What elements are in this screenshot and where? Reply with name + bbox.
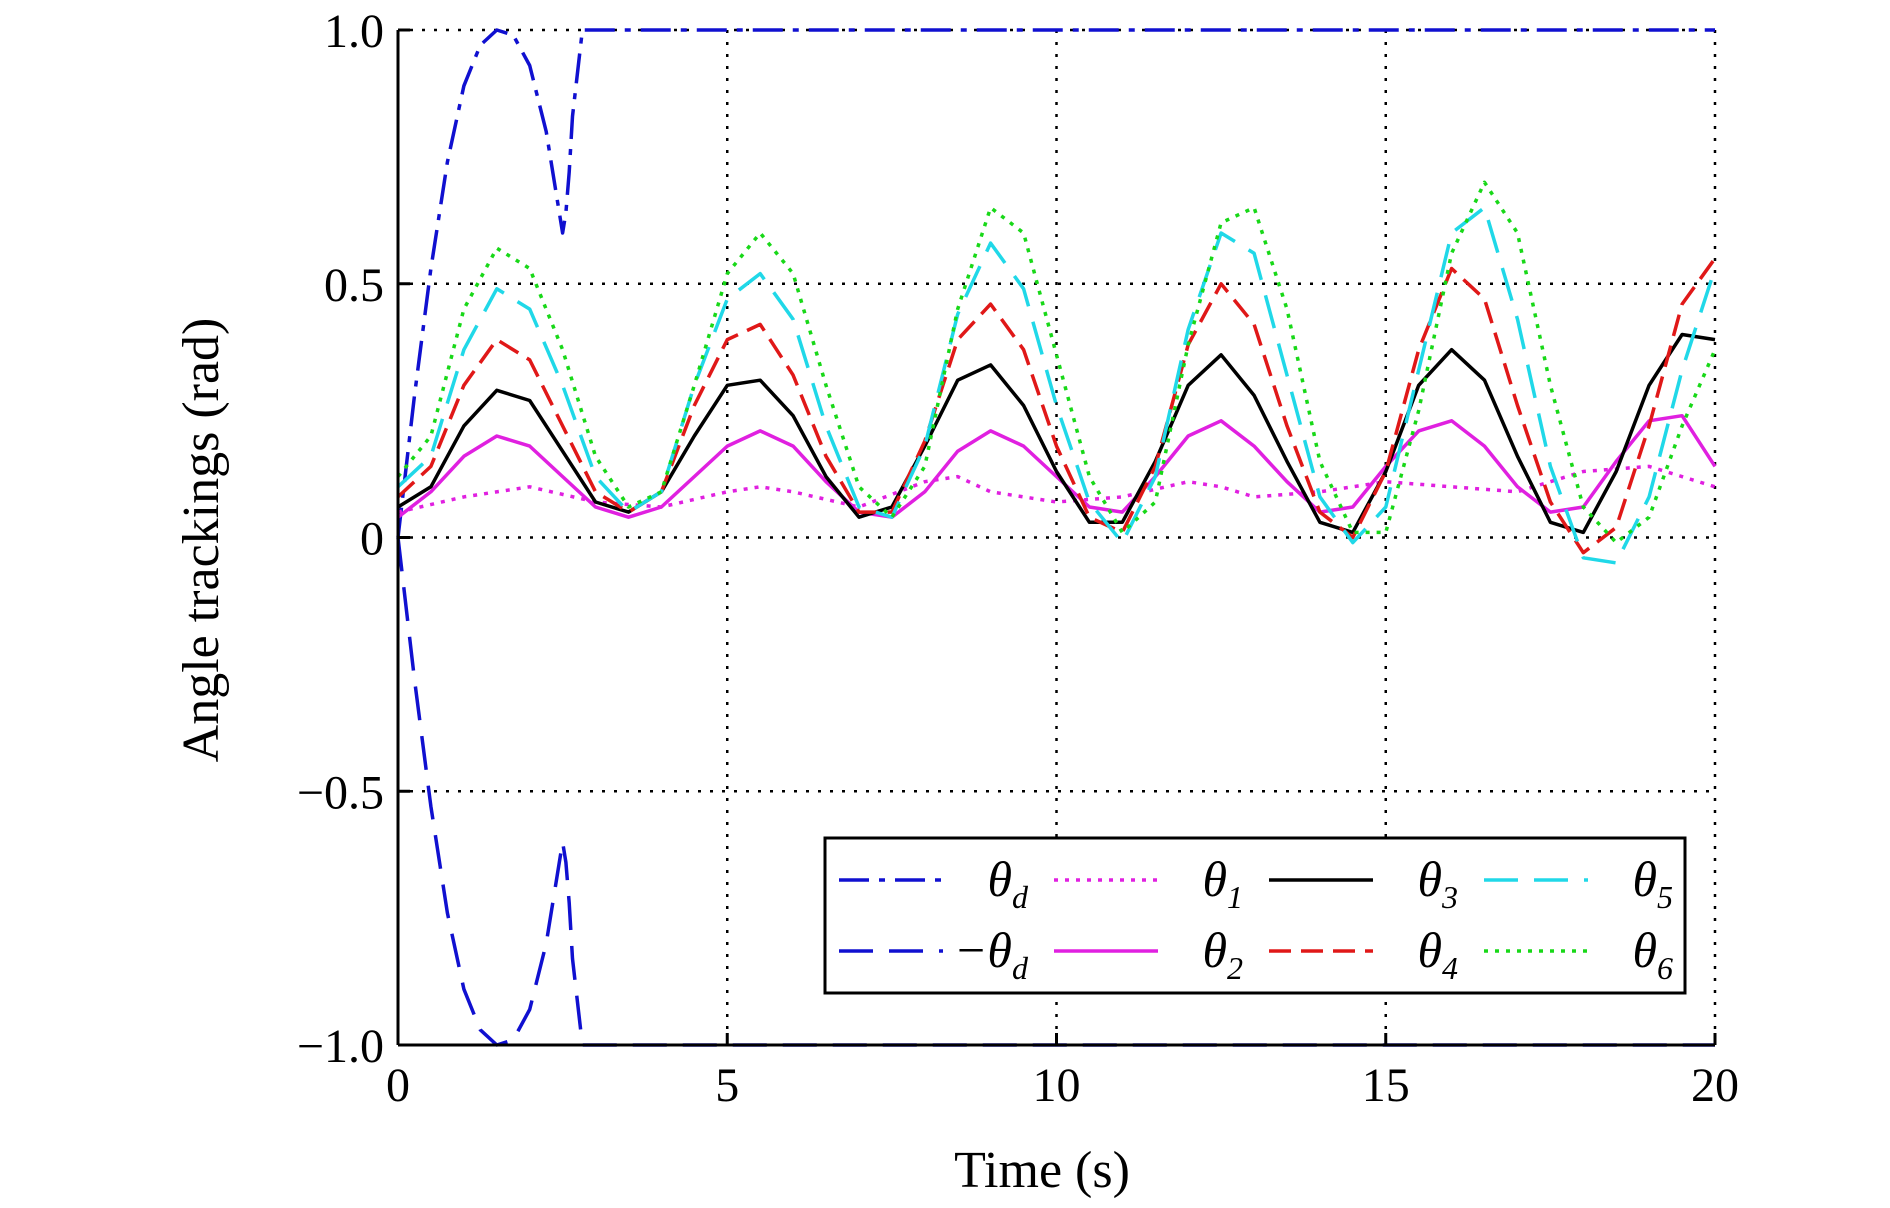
series-line-4 — [396, 413, 1717, 519]
y-tick-label: 0 — [360, 513, 384, 566]
y-axis-title: Angle trackings (rad) — [173, 318, 230, 763]
x-axis-title: Time (s) — [954, 1142, 1130, 1199]
x-tick-label: 20 — [1691, 1059, 1739, 1112]
legend: θd −θd θ1 θ2 θ3 θ4 θ5 θ6 — [823, 836, 1687, 995]
legend-label-6: θ4 — [1417, 922, 1458, 986]
series-line-1 — [396, 28, 1715, 538]
legend-label-8: θ6 — [1632, 922, 1673, 986]
y-tick-label: −1.0 — [297, 1020, 384, 1073]
series-line-7 — [396, 205, 1717, 565]
legend-label-2: −θd — [954, 922, 1029, 986]
x-tick-label: 10 — [1033, 1059, 1081, 1112]
series-line-2 — [396, 537, 1715, 1047]
x-tick-label: 0 — [386, 1059, 410, 1112]
series-lines — [396, 28, 1717, 1047]
y-tick-label: −0.5 — [297, 766, 384, 819]
legend-box — [823, 836, 1687, 995]
series-line-5 — [397, 332, 1716, 535]
legend-label-4: θ2 — [1202, 922, 1243, 986]
axes: 0 5 10 15 20 −1.0 −0.5 0 0.5 1.0 — [297, 5, 1739, 1112]
y-tick-label: 1.0 — [324, 5, 384, 58]
legend-label-1: θd — [987, 851, 1029, 915]
x-tick-label: 15 — [1362, 1059, 1410, 1112]
legend-label-3: θ1 — [1202, 851, 1243, 915]
x-tick-label: 5 — [715, 1059, 739, 1112]
legend-label-7: θ5 — [1632, 851, 1673, 915]
legend-label-5: θ3 — [1417, 851, 1458, 915]
series-line-3 — [397, 464, 1716, 514]
series-line-6 — [396, 257, 1717, 555]
y-tick-label: 0.5 — [324, 259, 384, 312]
series-line-8 — [396, 180, 1717, 545]
